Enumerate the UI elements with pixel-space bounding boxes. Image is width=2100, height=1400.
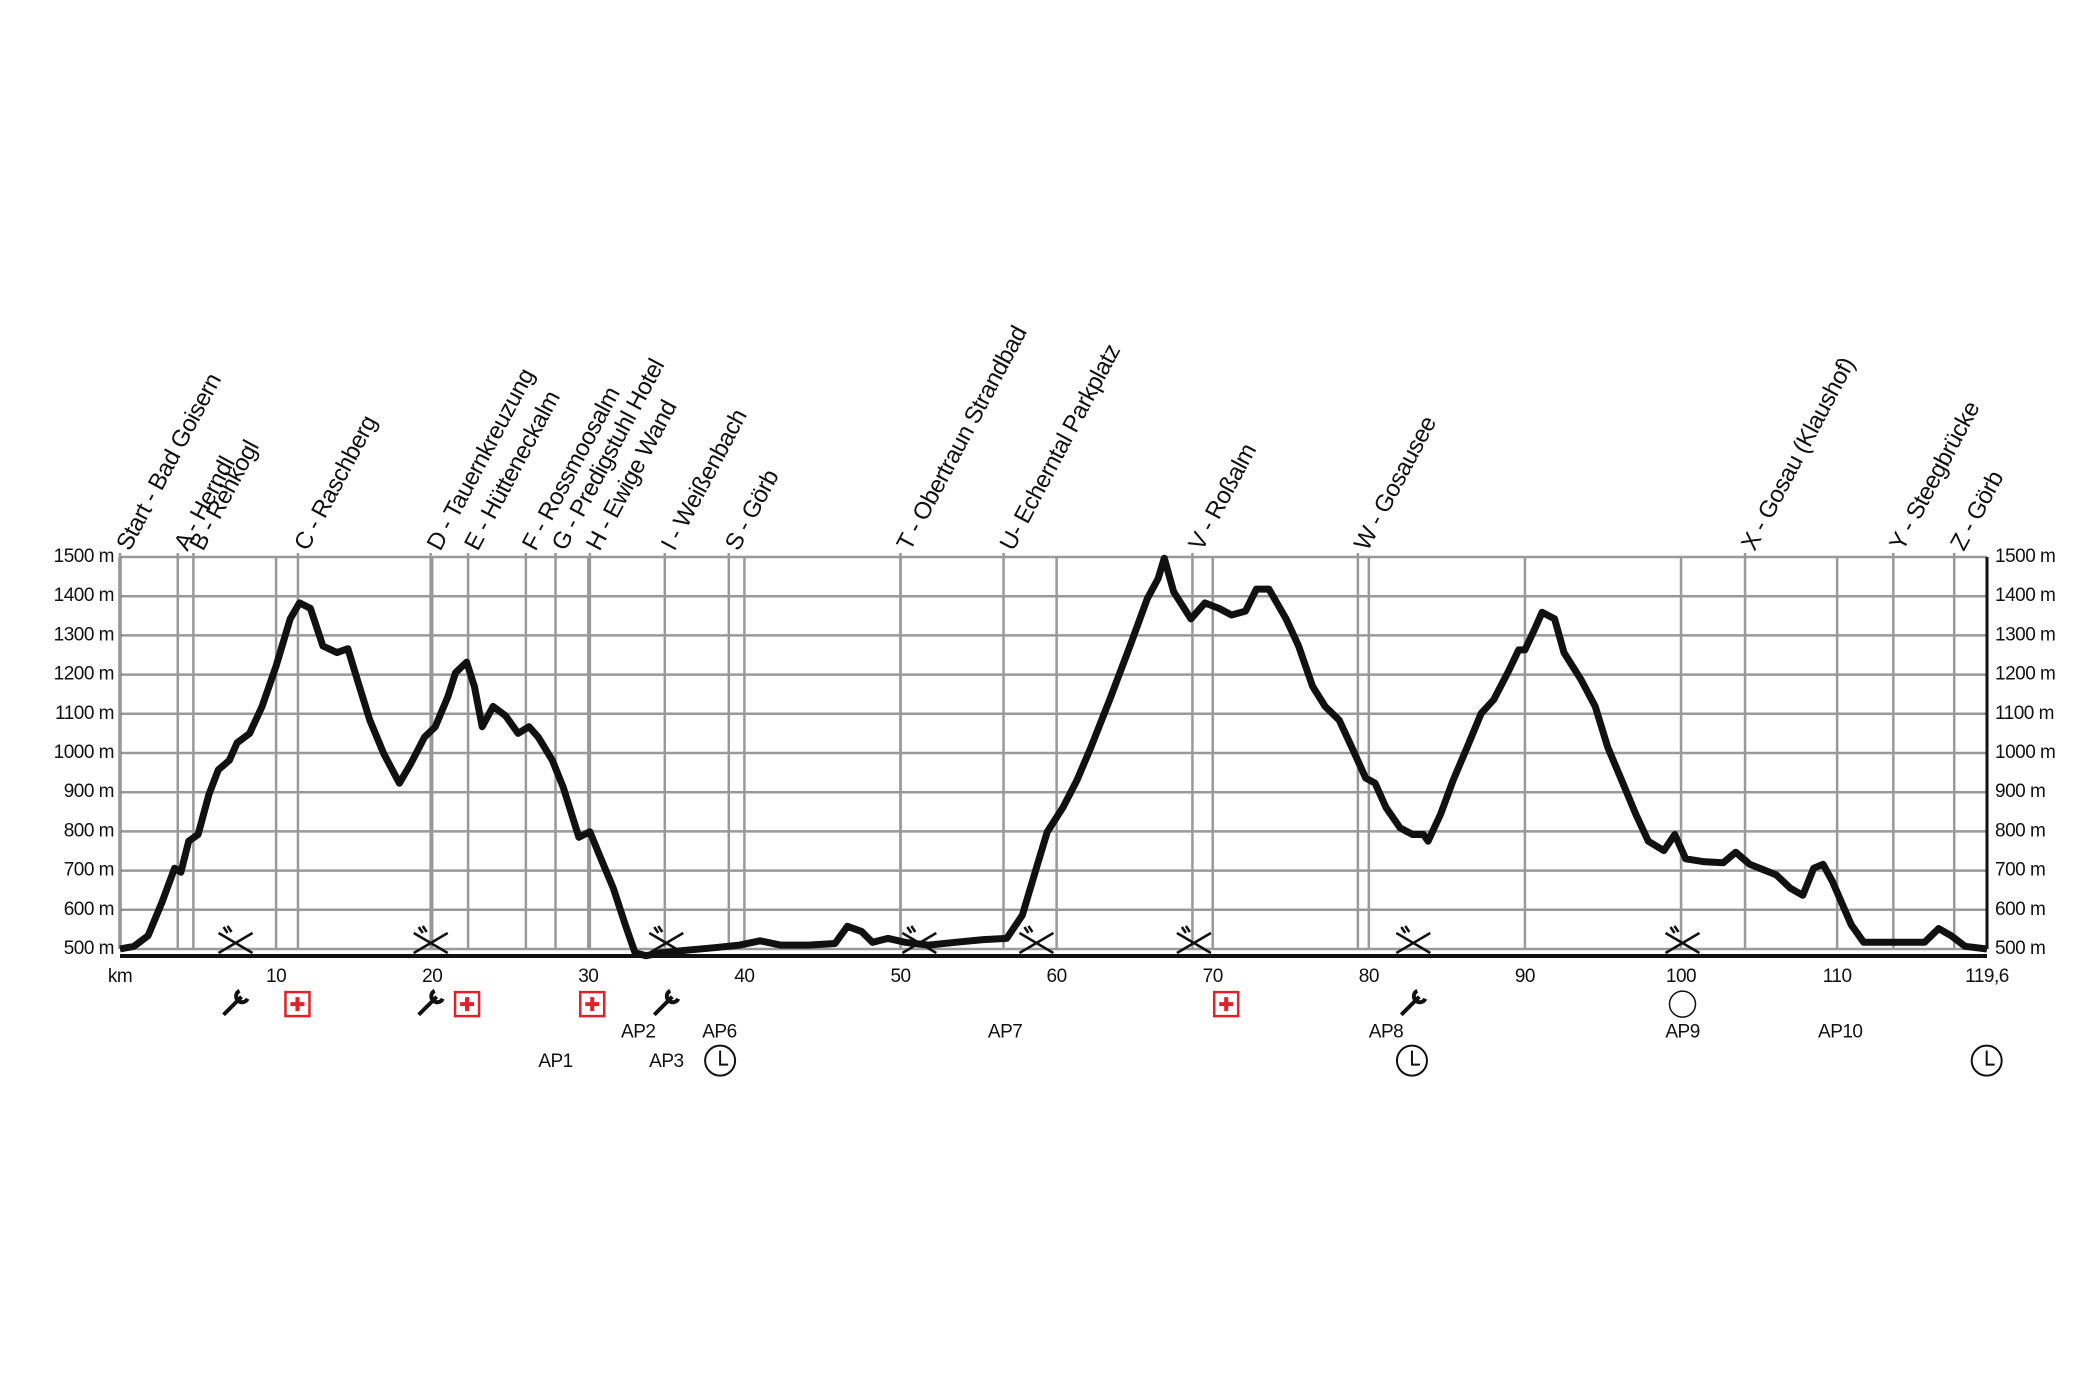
aid-station-label: AP6 <box>702 1021 736 1042</box>
first-aid-cross <box>460 997 475 1012</box>
y-tick-label: 1100 m <box>55 703 114 724</box>
food-icon <box>1395 925 1431 955</box>
y-tick-label: 1400 m <box>54 585 114 606</box>
y-tick-label-right: 900 m <box>1995 781 2045 802</box>
first-aid-cross <box>290 997 305 1012</box>
y-tick-label: 500 m <box>64 938 114 959</box>
wrench-icon <box>652 988 681 1017</box>
y-tick-label-right: 600 m <box>1995 899 2045 920</box>
y-tick-label: 900 m <box>64 781 114 802</box>
x-tick-label: km <box>108 966 132 987</box>
aid-station-label: AP2 <box>621 1021 655 1042</box>
x-tick-label: 10 <box>266 966 286 987</box>
clock-hands <box>1410 1050 1420 1066</box>
checkpoint-label: X - Gosau (Klaushof) <box>1736 353 1860 555</box>
y-tick-label: 1500 m <box>54 546 114 567</box>
aid-station-label: AP10 <box>1818 1021 1862 1042</box>
y-tick-label: 600 m <box>64 899 114 920</box>
aid-station-label: AP3 <box>649 1051 683 1072</box>
food-icon <box>1664 925 1701 955</box>
y-tick-label-right: 500 m <box>1995 938 2045 959</box>
y-tick-label-right: 1300 m <box>1995 624 2055 645</box>
first-aid-cross <box>585 997 600 1012</box>
checkpoint-label: S - Görb <box>720 465 785 554</box>
bus-icon <box>1668 990 1697 1018</box>
y-tick-label: 1300 m <box>54 624 114 645</box>
y-tick-label-right: 1500 m <box>1995 546 2055 567</box>
x-tick-label: 50 <box>890 966 910 987</box>
checkpoint-label: V - Roßalm <box>1183 439 1261 554</box>
y-tick-label-right: 1100 m <box>1995 703 2054 724</box>
food-icon <box>648 925 684 955</box>
x-tick-label: 100 <box>1666 966 1696 987</box>
first-aid-cross <box>1219 997 1234 1012</box>
aid-station-label: AP9 <box>1665 1021 1699 1042</box>
y-tick-label-right: 700 m <box>1995 860 2045 881</box>
x-tick-label: 80 <box>1359 966 1379 987</box>
wrench-icon <box>1399 988 1428 1017</box>
food-icon <box>1176 925 1212 955</box>
checkpoint-label: U- Echerntal Parkplatz <box>995 340 1126 555</box>
y-tick-label-right: 1400 m <box>1995 585 2055 606</box>
x-tick-label: 119,6 <box>1965 966 2009 987</box>
x-tick-label: 20 <box>422 966 442 987</box>
elevation-line <box>119 554 1988 960</box>
y-tick-label: 700 m <box>64 860 114 881</box>
aid-station-label: AP1 <box>538 1051 572 1072</box>
checkpoint-label: W - Gosausee <box>1349 412 1442 555</box>
y-tick-label-right: 1000 m <box>1995 742 2055 763</box>
aid-station-label: AP7 <box>988 1021 1022 1042</box>
y-tick-label: 1000 m <box>54 742 114 763</box>
y-tick-label: 1200 m <box>54 664 114 685</box>
wrench-icon <box>417 988 445 1017</box>
y-tick-label: 800 m <box>64 820 114 841</box>
x-tick-label: 30 <box>578 966 598 987</box>
checkpoint-label: Z - Görb <box>1945 467 2009 555</box>
food-icon <box>217 925 254 955</box>
clock-hands <box>719 1050 729 1066</box>
aid-station-label: AP8 <box>1369 1021 1403 1042</box>
x-tick-label: 90 <box>1515 966 1535 987</box>
food-icon <box>413 925 449 955</box>
checkpoint-label: C - Raschberg <box>289 411 382 555</box>
food-icon <box>1018 925 1055 955</box>
y-tick-label-right: 800 m <box>1995 820 2045 841</box>
x-tick-label: 70 <box>1203 966 1223 987</box>
clock-hands <box>1985 1050 1995 1066</box>
y-tick-label-right: 1200 m <box>1995 664 2055 685</box>
x-tick-label: 40 <box>734 966 754 987</box>
wrench-icon <box>222 988 250 1017</box>
x-tick-label: 60 <box>1047 966 1067 987</box>
x-tick-label: 110 <box>1823 966 1852 987</box>
